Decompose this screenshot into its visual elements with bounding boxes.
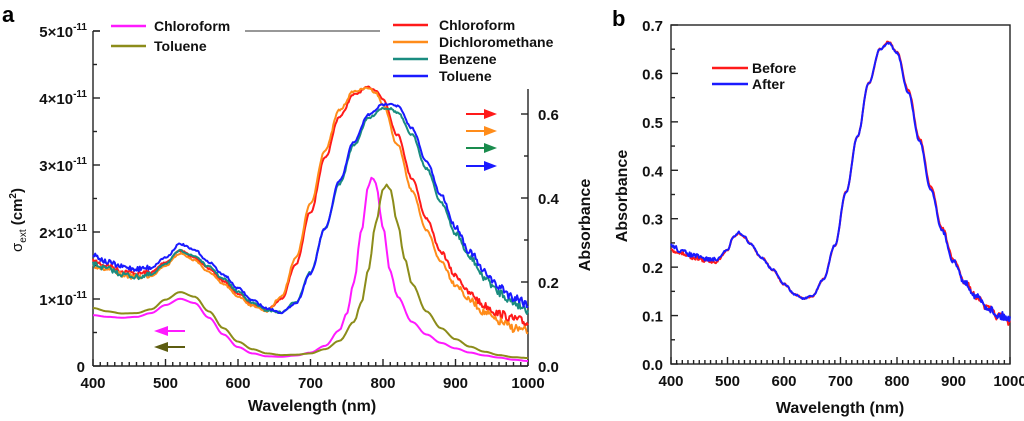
tick-mantissa: 5×10 — [39, 24, 73, 41]
x-tick-label: 1000 — [511, 375, 544, 392]
left-arrow-icon — [154, 326, 168, 336]
x-tick-label: 500 — [153, 375, 178, 392]
panel-a-arrows — [154, 109, 497, 352]
left-arrow-icon — [154, 342, 168, 352]
tick-exponent: -11 — [73, 89, 87, 100]
y-tick-label: 0.2 — [642, 260, 663, 277]
tick-exponent: -11 — [73, 223, 87, 234]
series-line-b1 — [670, 41, 1011, 323]
tick-mantissa: 2×10 — [39, 225, 73, 242]
x-tick-label: 600 — [771, 373, 796, 390]
tick-mantissa: 3×10 — [39, 158, 73, 175]
legend-label: Toluene — [439, 68, 492, 84]
panel-b-axes: 400 500 600 700 800 900 1000 0.0 0.1 0.2 0.3 0.4 0.5… — [642, 18, 1024, 390]
legend-label: Benzene — [439, 51, 497, 67]
unit-text: (cm — [9, 199, 26, 230]
x-tick-label: 600 — [225, 375, 250, 392]
right-y-tick-label: 0.0 — [538, 359, 559, 376]
legend-label: Dichloromethane — [439, 34, 554, 50]
x-tick-label: 800 — [370, 375, 395, 392]
unit-close: ) — [9, 188, 26, 193]
panel-a-legend: ChloroformTolueneChloroformDichlorometha… — [111, 17, 554, 84]
y-tick-label: 0.6 — [642, 66, 663, 83]
left-y-tick-label: 3×10-11 — [39, 156, 87, 175]
series-line-0 — [92, 85, 529, 327]
sigma-subscript: ext — [18, 229, 29, 243]
y-tick-label: 0.5 — [642, 115, 663, 132]
left-y-tick-label: 4×10-11 — [39, 89, 87, 108]
right-arrow-icon — [484, 161, 497, 171]
panel-b-y-axis-title: Absorbance — [614, 150, 631, 243]
right-y-tick-label: 0.6 — [538, 107, 559, 124]
left-y-tick-label: 1×10-11 — [39, 290, 87, 309]
panel-a-series — [92, 85, 529, 362]
series-line-2 — [92, 106, 529, 315]
y-tick-label: 0.7 — [642, 18, 663, 35]
x-tick-label: 400 — [658, 373, 683, 390]
right-arrow-icon — [484, 143, 497, 153]
tick-mantissa: 1×10 — [39, 292, 73, 309]
left-y-tick-label: 0 — [77, 359, 85, 376]
panel-a-left-y-axis-title: σext (cm2) — [8, 188, 29, 252]
panel-b-series — [670, 40, 1011, 326]
series-line-1 — [92, 86, 529, 335]
tick-exponent: -11 — [73, 156, 87, 167]
panel-a-right-y-axis-title: Absorbance — [577, 179, 594, 272]
panel-label-b: b — [612, 6, 625, 31]
left-y-tick-label: 2×10-11 — [39, 223, 87, 242]
unit-superscript: 2 — [8, 193, 19, 199]
legend-label: Toluene — [154, 38, 207, 54]
right-y-tick-label: 0.2 — [538, 275, 559, 292]
y-tick-label: 0.1 — [642, 309, 663, 326]
panel-label-a: a — [2, 2, 15, 27]
x-tick-label: 700 — [298, 375, 323, 392]
series-line-3 — [92, 102, 529, 315]
x-tick-label: 500 — [715, 373, 740, 390]
x-tick-label: 700 — [828, 373, 853, 390]
legend-label: Before — [752, 60, 797, 76]
right-arrow-icon — [484, 109, 497, 119]
panel-b-x-axis-title: Wavelength (nm) — [776, 400, 904, 417]
panel-a-axes: 400 500 600 700 800 900 100001×10-112×10-113×1… — [39, 22, 559, 392]
legend-label: Chloroform — [439, 17, 515, 33]
right-y-tick-label: 0.4 — [538, 191, 560, 208]
x-tick-label: 900 — [443, 375, 468, 392]
sigma-symbol: σ — [9, 242, 26, 252]
tick-exponent: -11 — [73, 22, 87, 33]
tick-exponent: -11 — [73, 290, 87, 301]
panel-a-x-axis-title: Wavelength (nm) — [248, 398, 376, 415]
x-tick-label: 900 — [941, 373, 966, 390]
legend-label: After — [752, 76, 785, 92]
plot-frame — [670, 24, 1011, 365]
y-tick-label: 0.0 — [642, 357, 663, 374]
x-tick-label: 1000 — [993, 373, 1024, 390]
y-tick-label: 0.4 — [642, 163, 664, 180]
x-tick-label: 800 — [884, 373, 909, 390]
left-y-tick-label: 5×10-11 — [39, 22, 87, 41]
y-tick-label: 0.3 — [642, 212, 663, 229]
legend-label: Chloroform — [154, 18, 230, 34]
series-line-5 — [92, 183, 528, 359]
x-tick-label: 400 — [80, 375, 105, 392]
tick-mantissa: 4×10 — [39, 91, 73, 108]
right-arrow-icon — [484, 126, 497, 136]
